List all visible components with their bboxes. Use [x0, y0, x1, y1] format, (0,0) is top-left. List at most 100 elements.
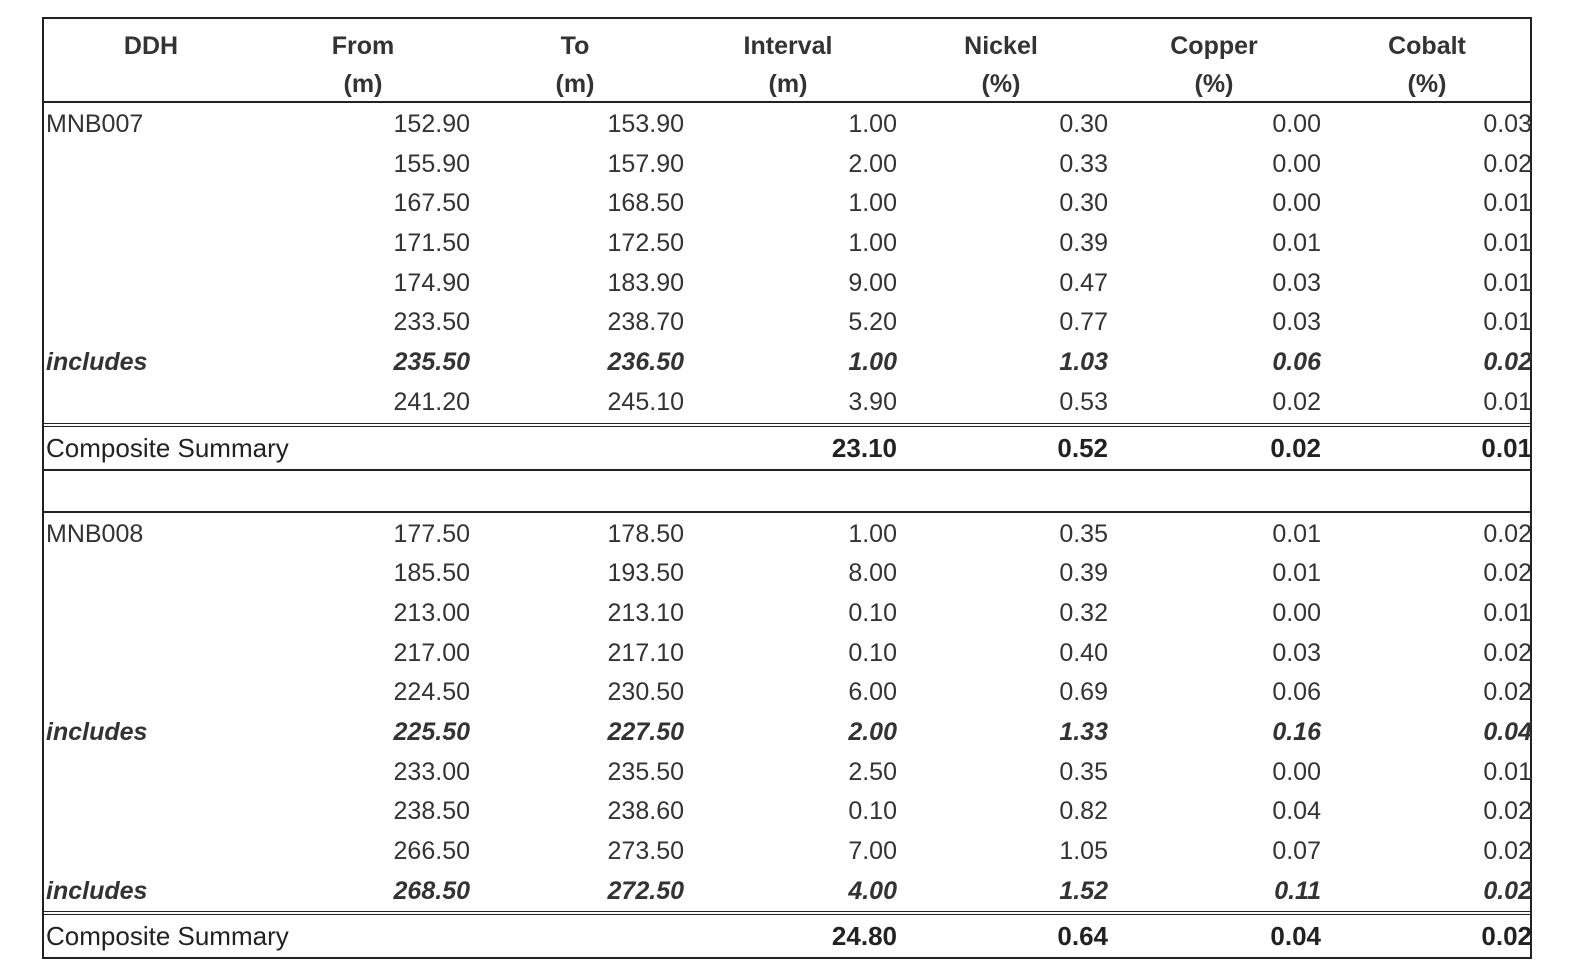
cu-cell: 0.00 — [1272, 757, 1321, 786]
header-label: Interval — [743, 32, 833, 60]
co-cell: 0.01 — [1483, 268, 1532, 297]
summary-co-cell: 0.02 — [1481, 921, 1532, 952]
from-cell: 225.50 — [393, 717, 470, 746]
summary-cu-cell: 0.04 — [1270, 921, 1321, 952]
summary-label: Composite Summary — [46, 432, 289, 463]
interval-cell: 3.90 — [848, 387, 897, 416]
ni-cell: 0.33 — [1059, 149, 1108, 178]
cu-cell: 0.16 — [1272, 717, 1321, 746]
header-unit: (m) — [555, 70, 595, 98]
header-label: Cobalt — [1388, 32, 1466, 60]
interval-cell: 0.10 — [848, 638, 897, 667]
header-ddh: DDH — [51, 27, 251, 103]
ni-cell: 0.30 — [1059, 110, 1108, 138]
cu-cell: 0.01 — [1272, 559, 1321, 588]
header-unit: (%) — [981, 70, 1021, 98]
to-cell: 245.10 — [607, 387, 684, 416]
header-unit: (m) — [768, 70, 808, 98]
cu-cell: 0.01 — [1272, 229, 1321, 258]
co-cell: 0.02 — [1483, 876, 1532, 905]
table-row: 266.50 273.50 7.00 1.05 0.07 0.02 — [44, 832, 1532, 872]
interval-cell: 7.00 — [848, 837, 897, 865]
to-cell: 236.50 — [607, 348, 684, 377]
header-label: Copper — [1170, 32, 1258, 60]
from-cell: 238.50 — [393, 797, 470, 826]
header-unit: (m) — [343, 70, 383, 98]
header-unit — [51, 65, 251, 103]
includes-row: includes 235.50 236.50 1.00 1.03 0.06 0.02 — [44, 343, 1532, 383]
ni-cell: 0.35 — [1059, 519, 1108, 548]
composite-summary-row: Composite Summary 24.80 0.64 0.04 0.02 — [44, 911, 1532, 960]
table-row: 238.50 238.60 0.10 0.82 0.04 0.02 — [44, 792, 1532, 832]
co-cell: 0.02 — [1483, 348, 1532, 377]
interval-cell: 1.00 — [848, 348, 897, 377]
co-cell: 0.01 — [1483, 757, 1532, 786]
drillhole-section: MNB008 177.50 178.50 1.00 0.35 0.01 0.02 185.50… — [44, 513, 1532, 912]
header-unit: (%) — [1407, 70, 1447, 98]
ni-cell: 0.47 — [1059, 268, 1108, 297]
to-cell: 172.50 — [607, 229, 684, 258]
interval-cell: 9.00 — [848, 268, 897, 297]
cu-cell: 0.06 — [1272, 678, 1321, 707]
cu-cell: 0.03 — [1272, 308, 1321, 337]
ni-cell: 0.69 — [1059, 678, 1108, 707]
from-cell: 224.50 — [393, 678, 470, 707]
interval-cell: 0.10 — [848, 598, 897, 627]
summary-ni-cell: 0.64 — [1057, 921, 1108, 952]
table-row: 233.50 238.70 5.20 0.77 0.03 0.01 — [44, 303, 1532, 343]
cu-cell: 0.03 — [1272, 268, 1321, 297]
table-row: MNB007 152.90 153.90 1.00 0.30 0.00 0.03 — [44, 105, 1532, 145]
from-cell: 266.50 — [393, 837, 470, 865]
summary-ni-cell: 0.52 — [1057, 432, 1108, 463]
header-to: To (m) — [475, 27, 675, 103]
interval-cell: 1.00 — [848, 229, 897, 258]
ddh-cell: includes — [46, 348, 148, 377]
cu-cell: 0.00 — [1272, 110, 1321, 138]
ni-cell: 0.53 — [1059, 387, 1108, 416]
ddh-cell: includes — [46, 876, 148, 905]
cu-cell: 0.00 — [1272, 598, 1321, 627]
header-unit: (%) — [1194, 70, 1234, 98]
includes-row: includes 268.50 272.50 4.00 1.52 0.11 0.02 — [44, 872, 1532, 912]
ni-cell: 0.32 — [1059, 598, 1108, 627]
co-cell: 0.02 — [1483, 519, 1532, 548]
ni-cell: 0.35 — [1059, 757, 1108, 786]
interval-cell: 0.10 — [848, 797, 897, 826]
ddh-cell: MNB008 — [46, 519, 144, 548]
co-cell: 0.02 — [1483, 149, 1532, 178]
cu-cell: 0.04 — [1272, 797, 1321, 826]
co-cell: 0.01 — [1483, 598, 1532, 627]
interval-cell: 8.00 — [848, 559, 897, 588]
ddh-cell: MNB007 — [46, 110, 144, 138]
cu-cell: 0.06 — [1272, 348, 1321, 377]
ddh-cell: includes — [46, 717, 148, 746]
ni-cell: 0.39 — [1059, 229, 1108, 258]
to-cell: 153.90 — [607, 110, 684, 138]
header-interval: Interval (m) — [688, 27, 888, 103]
to-cell: 178.50 — [607, 519, 684, 548]
from-cell: 233.00 — [393, 757, 470, 786]
to-cell: 235.50 — [607, 757, 684, 786]
header-nickel: Nickel (%) — [901, 27, 1101, 103]
header-label: DDH — [123, 32, 179, 60]
interval-cell: 1.00 — [848, 519, 897, 548]
header-copper: Copper (%) — [1114, 27, 1314, 103]
to-cell: 183.90 — [607, 268, 684, 297]
interval-cell: 1.00 — [848, 189, 897, 218]
to-cell: 272.50 — [607, 876, 684, 905]
from-cell: 217.00 — [393, 638, 470, 667]
ni-cell: 0.40 — [1059, 638, 1108, 667]
table-row: 171.50 172.50 1.00 0.39 0.01 0.01 — [44, 224, 1532, 264]
from-cell: 171.50 — [393, 229, 470, 258]
cu-cell: 0.02 — [1272, 387, 1321, 416]
ni-cell: 1.52 — [1059, 876, 1108, 905]
header-label: From — [331, 32, 395, 60]
header-label: Nickel — [964, 32, 1038, 60]
to-cell: 193.50 — [607, 559, 684, 588]
table-body: MNB007 152.90 153.90 1.00 0.30 0.00 0.03 155.90… — [44, 103, 1532, 960]
cu-cell: 0.01 — [1272, 519, 1321, 548]
to-cell: 230.50 — [607, 678, 684, 707]
ni-cell: 0.82 — [1059, 797, 1108, 826]
table-row: 213.00 213.10 0.10 0.32 0.00 0.01 — [44, 594, 1532, 634]
interval-cell: 6.00 — [848, 678, 897, 707]
